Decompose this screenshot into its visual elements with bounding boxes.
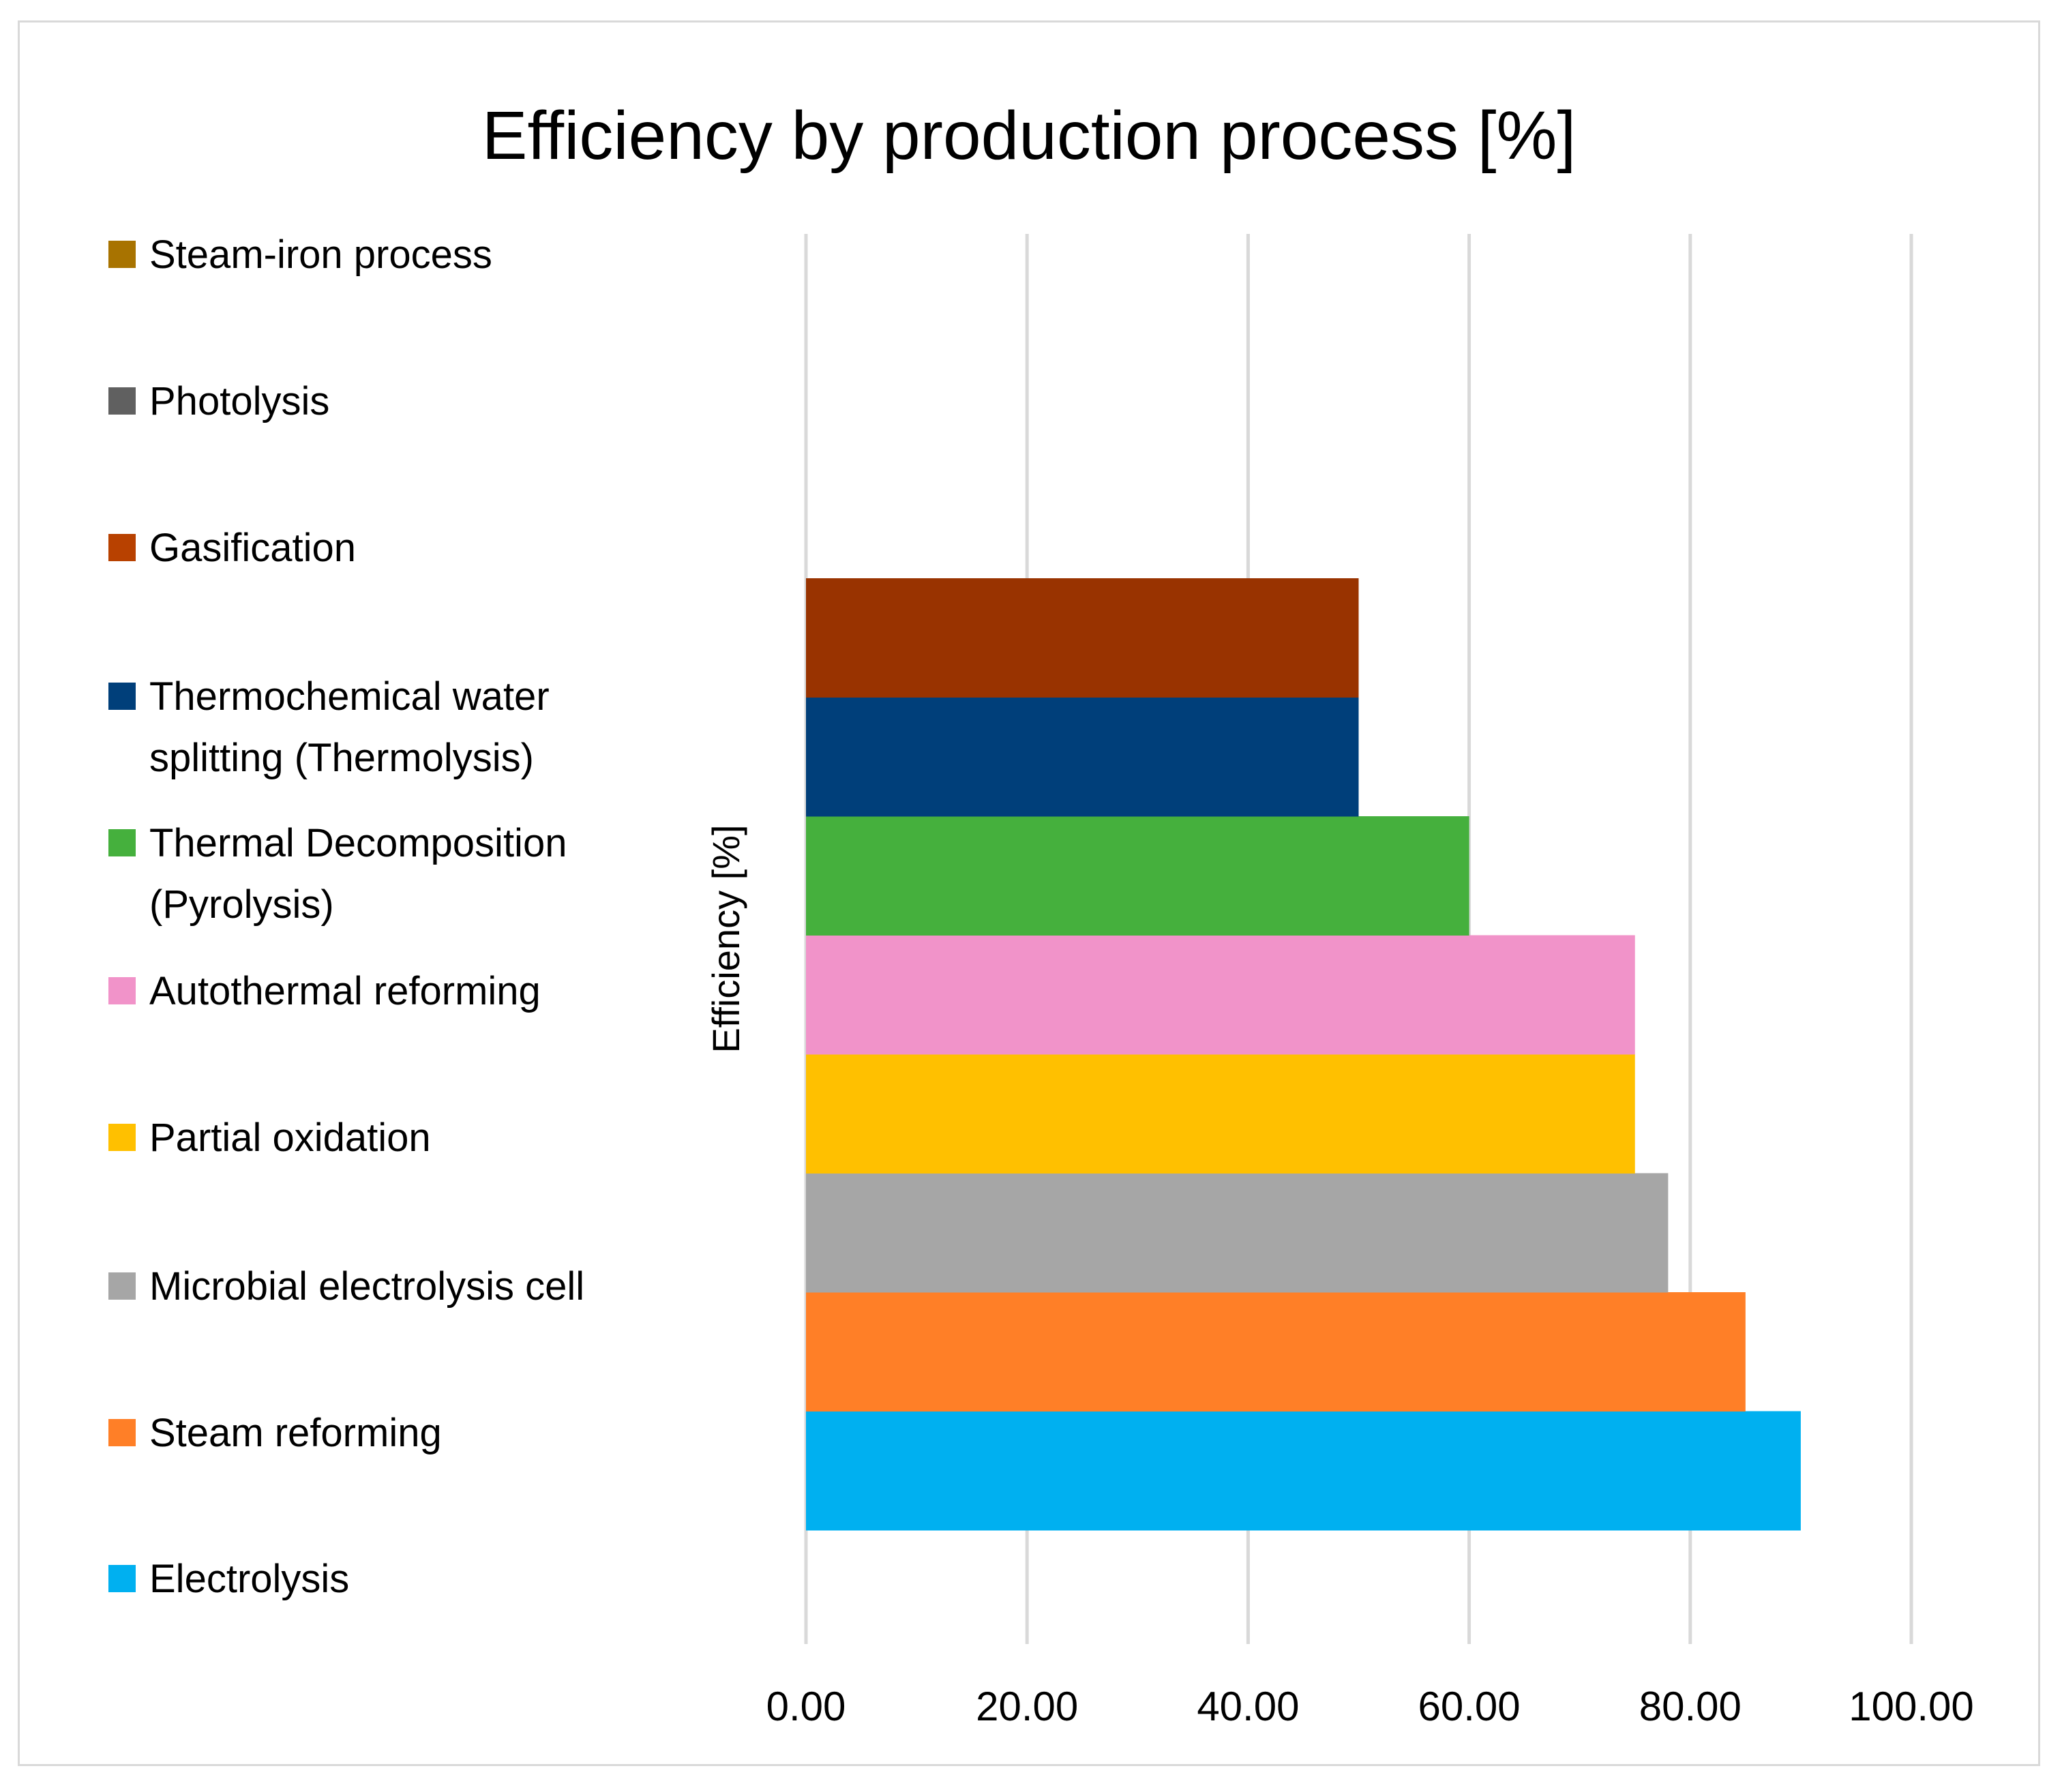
legend-swatch xyxy=(108,977,136,1004)
x-tick-label: 100.00 xyxy=(1849,1684,1974,1729)
legend: Steam-iron process Photolysis Gasification… xyxy=(108,233,584,1601)
x-tick-label: 20.00 xyxy=(976,1684,1078,1729)
x-axis-ticks: 0.00 20.00 40.00 60.00 80.00 100.00 xyxy=(766,1684,1974,1729)
legend-swatch xyxy=(108,241,136,268)
y-axis-title: Efficiency [%] xyxy=(704,824,747,1053)
bar-partial-oxidation xyxy=(806,1054,1635,1174)
legend-label: Thermal Decomposition xyxy=(149,821,567,865)
legend-swatch xyxy=(108,1419,136,1446)
bars xyxy=(806,578,1801,1531)
legend-swatch xyxy=(108,1565,136,1592)
legend-label: Steam reforming xyxy=(149,1411,442,1455)
bar-thermal-decomposition-pyrolysis xyxy=(806,816,1469,936)
bar-microbial-electrolysis-cell xyxy=(806,1173,1669,1293)
legend-label: Autothermal reforming xyxy=(149,969,541,1013)
x-tick-label: 40.00 xyxy=(1197,1684,1299,1729)
legend-label: Steam-iron process xyxy=(149,233,492,277)
legend-label: Photolysis xyxy=(149,379,329,423)
bar-autothermal-reforming xyxy=(806,935,1635,1055)
legend-swatch xyxy=(108,683,136,710)
bar-steam-reforming xyxy=(806,1292,1746,1412)
legend-swatch xyxy=(108,387,136,415)
chart-svg: Efficiency by production process [%] 0.0… xyxy=(108,98,1974,1729)
legend-swatch xyxy=(108,1272,136,1300)
legend-swatch xyxy=(108,829,136,856)
legend-swatch xyxy=(108,534,136,561)
legend-label: Electrolysis xyxy=(149,1557,349,1601)
x-tick-label: 80.00 xyxy=(1639,1684,1742,1729)
legend-label: Thermochemical water xyxy=(149,674,550,719)
legend-label: Partial oxidation xyxy=(149,1116,431,1160)
chart-title: Efficiency by production process [%] xyxy=(482,98,1577,174)
legend-swatch xyxy=(108,1124,136,1151)
bar-gasification xyxy=(806,578,1359,698)
chart-frame: Efficiency by production process [%] 0.0… xyxy=(18,20,2040,1766)
legend-label: Gasification xyxy=(149,526,356,570)
x-tick-label: 60.00 xyxy=(1418,1684,1521,1729)
bar-thermochemical-water-splitting-thermolysis xyxy=(806,697,1359,817)
legend-label: splitting (Thermolysis) xyxy=(149,736,534,780)
bar-electrolysis xyxy=(806,1411,1801,1531)
x-tick-label: 0.00 xyxy=(766,1684,846,1729)
legend-label: Microbial electrolysis cell xyxy=(149,1264,584,1309)
legend-label: (Pyrolysis) xyxy=(149,882,334,927)
